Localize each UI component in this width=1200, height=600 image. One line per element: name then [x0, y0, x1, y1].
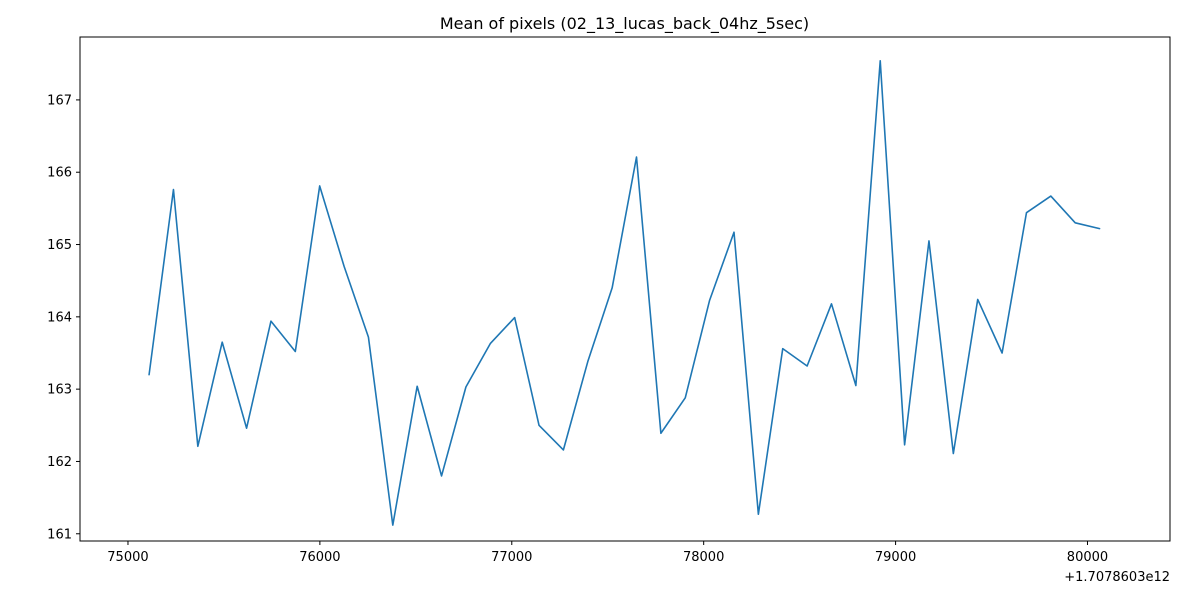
x-tick-label: 78000	[683, 550, 724, 565]
x-tick-label: 77000	[491, 550, 532, 565]
x-axis-offset-label: +1.7078603e12	[1064, 570, 1170, 585]
y-tick-label: 166	[47, 166, 72, 181]
y-tick-label: 163	[47, 383, 72, 398]
y-tick-label: 167	[47, 93, 72, 108]
x-tick-label: 79000	[875, 550, 916, 565]
series-line	[148, 60, 1101, 526]
chart-title: Mean of pixels (02_13_lucas_back_04hz_5s…	[440, 14, 809, 34]
axes-frame	[79, 36, 1171, 542]
y-tick-label: 162	[47, 455, 72, 470]
y-tick-label: 164	[47, 310, 72, 325]
x-axis: 75000 76000 77000 78000 79000 80000	[107, 541, 1108, 565]
y-tick-label: 161	[47, 527, 72, 542]
y-axis: 161 162 163 164 165 166 167	[47, 93, 80, 542]
plot-area	[148, 60, 1101, 526]
x-tick-label: 76000	[299, 550, 340, 565]
x-tick-label: 75000	[107, 550, 148, 565]
y-tick-label: 165	[47, 238, 72, 253]
x-tick-label: 80000	[1067, 550, 1108, 565]
